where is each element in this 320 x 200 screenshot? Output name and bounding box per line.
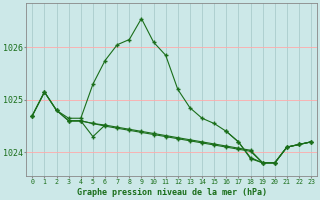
X-axis label: Graphe pression niveau de la mer (hPa): Graphe pression niveau de la mer (hPa) (77, 188, 267, 197)
